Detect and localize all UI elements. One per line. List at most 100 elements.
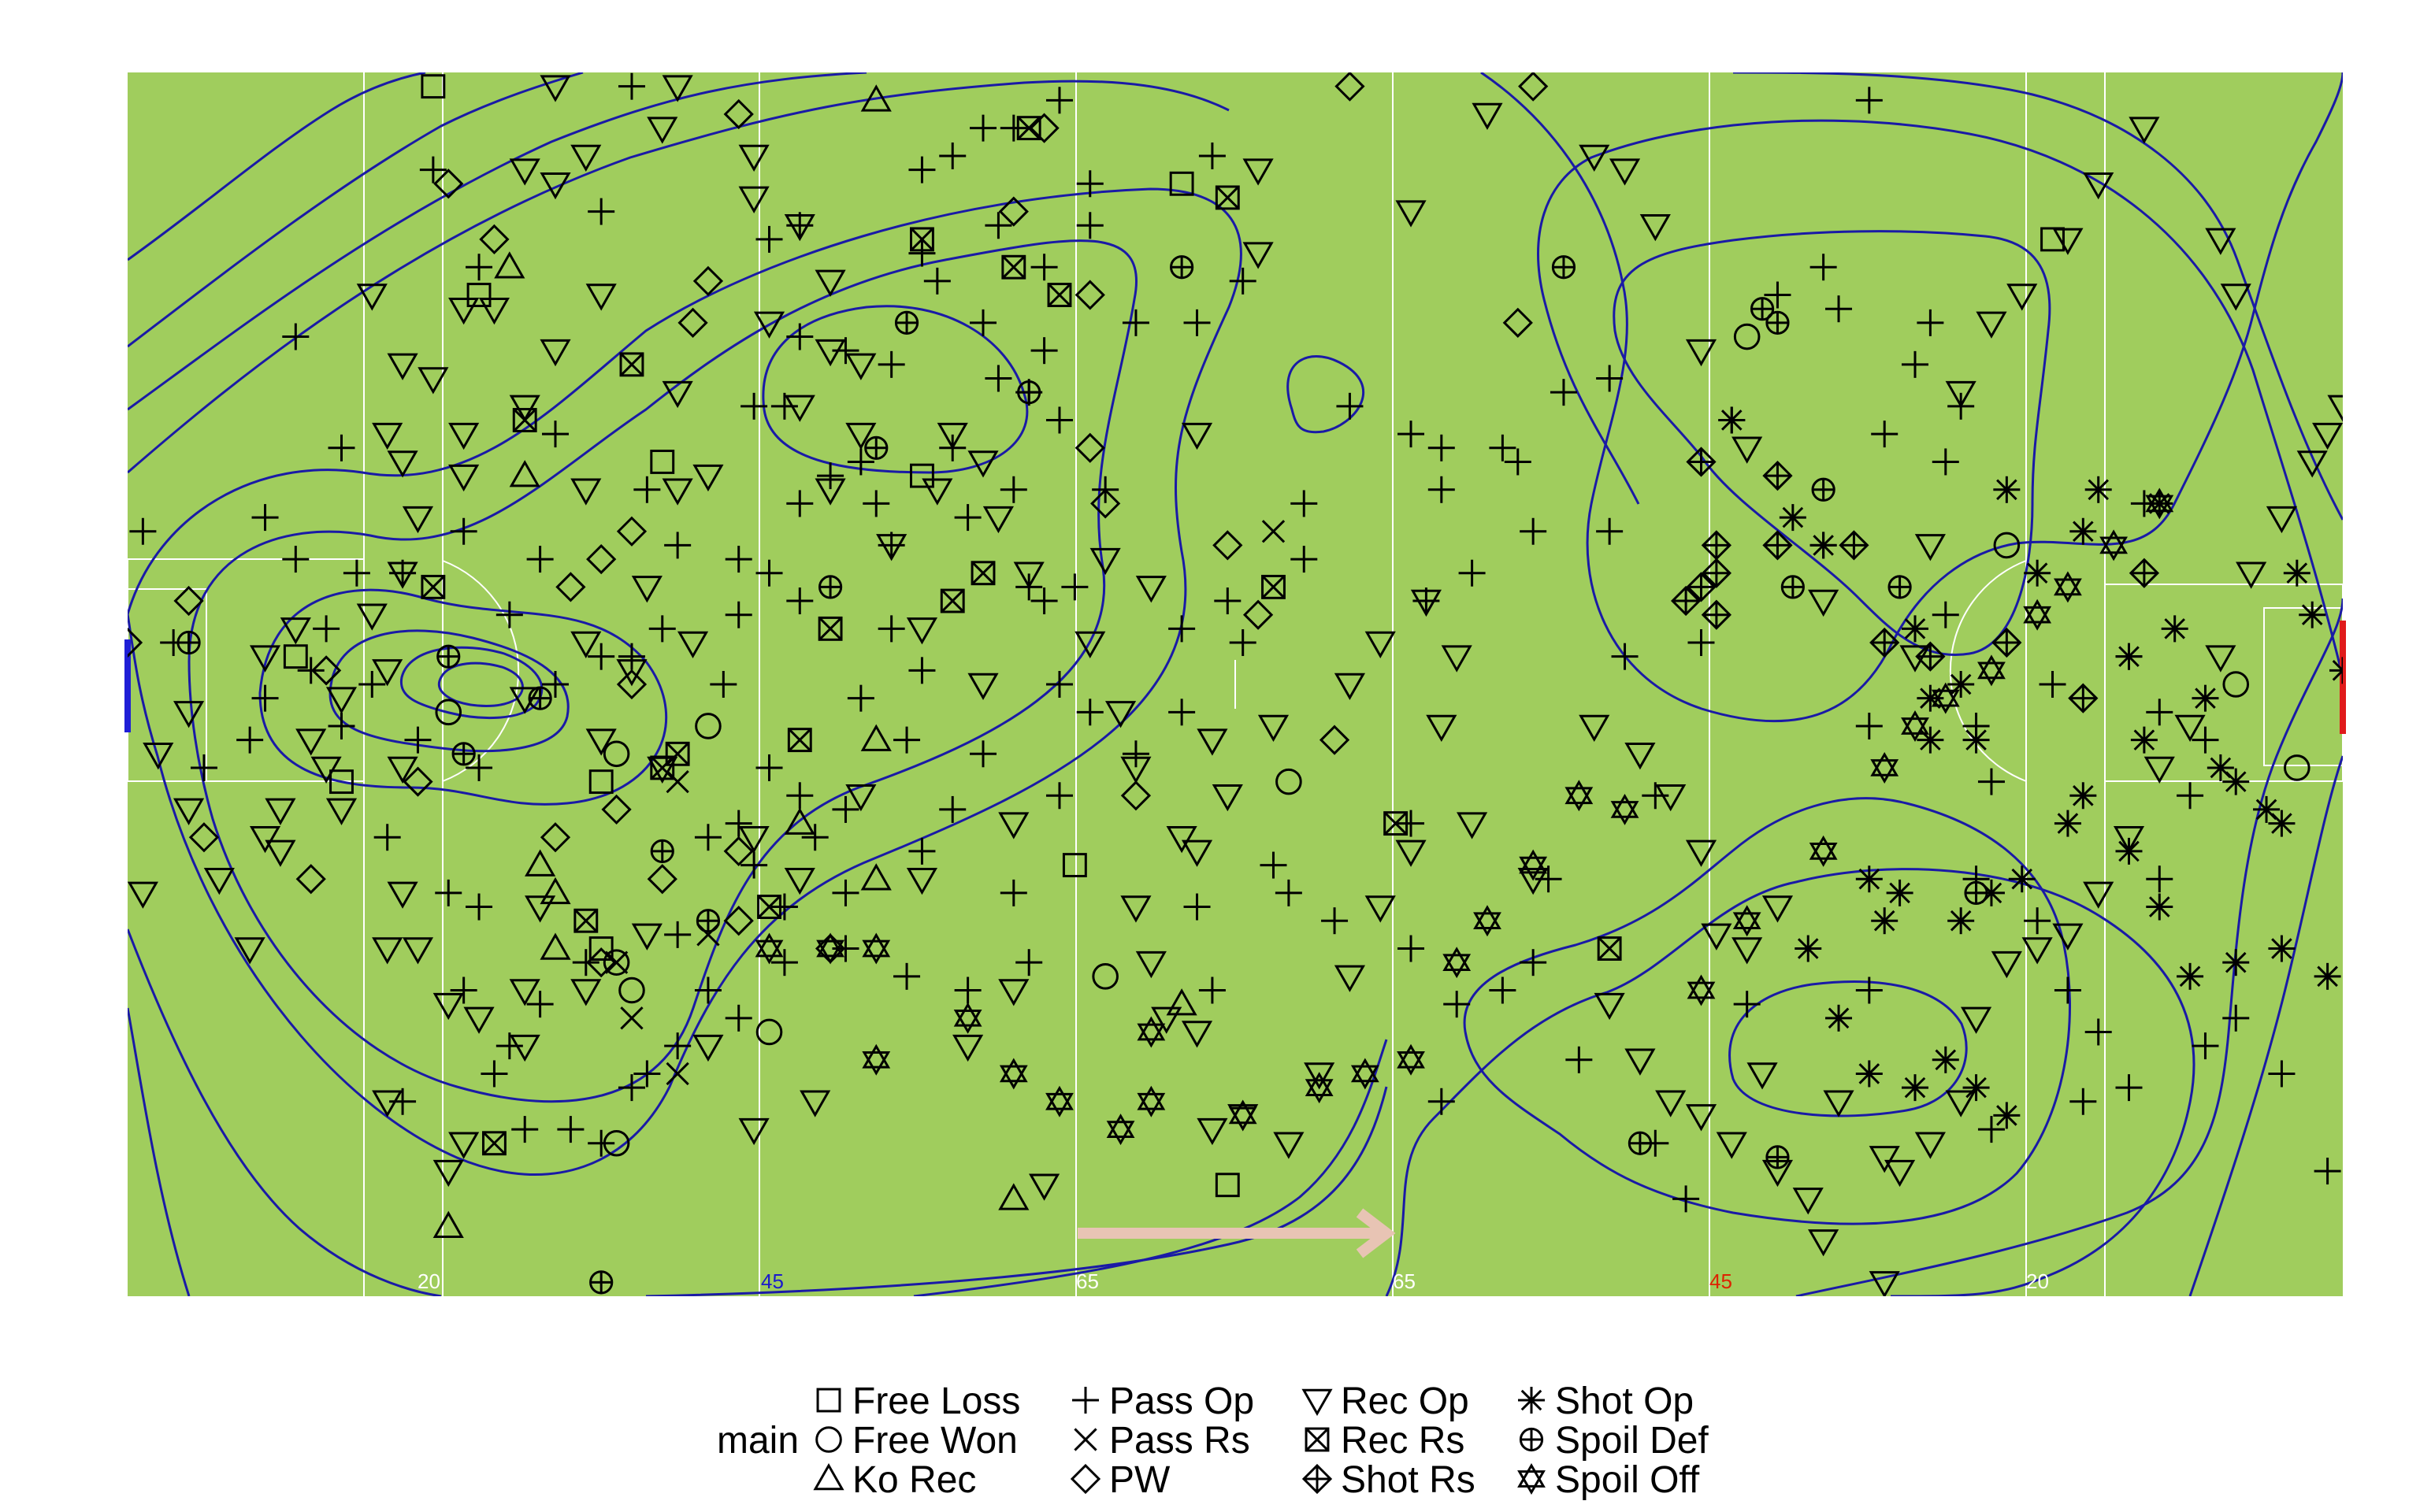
- marker-part: [1410, 589, 1442, 617]
- point-rec-rs: [1383, 811, 1409, 836]
- point-ko-rec: [1166, 988, 1197, 1016]
- point-rec-op: [2006, 284, 2038, 311]
- marker-part: [1920, 729, 1941, 750]
- marker-part: [818, 616, 843, 641]
- marker-part: [1945, 380, 1976, 409]
- marker-part: [815, 478, 846, 506]
- marker-part: [2145, 487, 2174, 513]
- marker-part: [952, 1034, 984, 1062]
- marker-part: [1609, 158, 1641, 186]
- point-pass-op: [1229, 629, 1256, 657]
- point-free-won: [1993, 532, 2021, 559]
- marker-part: [1120, 780, 1152, 811]
- marker-part: [1275, 768, 1302, 795]
- point-pw: [310, 655, 342, 686]
- marker-part: [494, 251, 525, 279]
- point-rec-op: [647, 117, 678, 144]
- point-rec-rs: [940, 588, 965, 613]
- marker-part: [433, 169, 464, 199]
- marker-part: [845, 353, 877, 380]
- point-spoil-off: [2023, 598, 2052, 631]
- marker-part: [662, 75, 693, 102]
- marker-part: [862, 939, 891, 965]
- point-ko-rec: [784, 807, 815, 835]
- point-ko-rec: [494, 251, 525, 279]
- marker-part: [910, 227, 934, 251]
- point-pass-op: [588, 1129, 615, 1157]
- point-pass-op: [1015, 949, 1043, 976]
- point-shot-op: [2069, 517, 2097, 545]
- point-shot-rs: [2129, 558, 2160, 588]
- point-pass-op: [985, 365, 1012, 392]
- point-rec-op: [570, 144, 602, 172]
- marker-part: [356, 603, 388, 631]
- marker-part: [310, 655, 342, 686]
- point-free-won: [603, 949, 630, 976]
- marker-part: [1716, 1132, 1747, 1159]
- marker-part: [1137, 1016, 1166, 1041]
- legend-item: Ko Rec: [813, 1459, 976, 1501]
- marker-part: [1901, 717, 1929, 742]
- legend-item: PW: [1070, 1459, 1171, 1501]
- marker-part: [1870, 759, 1899, 784]
- point-spoil-off: [2099, 529, 2129, 561]
- marker-part: [647, 864, 677, 895]
- marker-part: [1520, 1389, 1542, 1411]
- point-free-won: [603, 740, 630, 768]
- marker-part: [603, 949, 630, 976]
- point-free-loss: [421, 74, 446, 99]
- marker-part: [631, 923, 663, 951]
- point-pass-op: [1917, 309, 1944, 336]
- marker-part: [1104, 701, 1137, 728]
- legend-symbol: [1072, 1387, 1099, 1414]
- marker-part: [1991, 951, 2022, 979]
- marker-part: [1075, 432, 1105, 463]
- marker-part: [692, 1034, 724, 1062]
- point-rec-rs: [421, 574, 446, 599]
- arc-right: [1949, 560, 2027, 782]
- point-spoil-off: [862, 932, 891, 965]
- legend-label: Free Won: [852, 1420, 1018, 1462]
- marker-part: [2088, 479, 2110, 501]
- point-rec-rs: [481, 1131, 507, 1156]
- point-free-won: [2284, 754, 2311, 781]
- marker-part: [1502, 307, 1533, 338]
- point-rec-op: [876, 534, 908, 561]
- marker-part: [2145, 495, 2174, 520]
- marker-part: [1746, 1062, 1778, 1090]
- marker-part: [1996, 1105, 2017, 1126]
- point-pass-op: [1061, 573, 1089, 601]
- marker-part: [677, 631, 709, 659]
- point-rec-op: [1685, 339, 1717, 367]
- legend-item: Shot Rs: [1301, 1459, 1475, 1501]
- point-rec-op: [2021, 937, 2053, 965]
- legend-symbol: [1518, 1387, 1545, 1414]
- point-rec-op: [173, 798, 205, 825]
- point-pass-op: [1076, 699, 1104, 726]
- legend-symbol: [1519, 1427, 1544, 1452]
- point-rec-op: [2236, 561, 2267, 589]
- marker-part: [603, 740, 630, 768]
- point-free-loss: [588, 769, 614, 795]
- point-rec-op: [952, 1034, 984, 1062]
- event-markers: [128, 72, 2343, 1296]
- point-pass-op: [236, 726, 264, 754]
- point-rec-op: [815, 478, 846, 506]
- point-ko-rec: [860, 724, 892, 751]
- point-spoil-off: [1106, 1114, 1135, 1146]
- point-pw: [555, 572, 586, 602]
- point-spoil-off: [1870, 751, 1899, 784]
- marker-part: [1197, 728, 1228, 756]
- point-pw: [677, 307, 708, 338]
- point-rec-op: [1579, 144, 1610, 172]
- marker-part: [1797, 938, 1819, 959]
- point-shot-op: [2054, 810, 2081, 837]
- point-rec-op: [540, 339, 571, 367]
- point-shot-op: [2177, 962, 2204, 990]
- point-rec-op: [418, 367, 449, 395]
- point-shot-rs: [1701, 558, 1732, 588]
- legend-symbol: [1070, 1463, 1101, 1495]
- marker-part: [1579, 714, 1610, 743]
- legend-item: Spoil Def: [1519, 1420, 1709, 1462]
- point-pass-op: [526, 546, 554, 573]
